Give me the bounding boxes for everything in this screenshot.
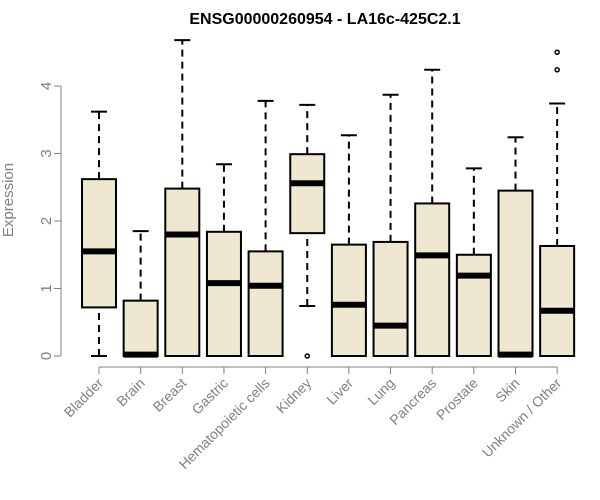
x-tick-label: Kidney [273,375,315,417]
box-body [372,240,409,357]
x-tick-label: Breast [149,375,189,415]
box-body [247,250,284,357]
x-tick-label: Brain [113,375,147,409]
y-tick-label: 2 [38,217,55,225]
box-body [205,230,242,357]
x-tick-label: Bladder [61,375,107,421]
y-axis-label: Expression [0,163,17,237]
box-group [497,136,534,358]
box-body [81,178,117,309]
y-axis: 0 1 2 3 4 [38,82,62,360]
y-tick-label: 4 [38,82,55,90]
outlier-point [554,67,560,73]
x-tick-label: Prostate [433,375,481,423]
box-body [289,153,326,235]
box-group [414,68,451,357]
y-tick-label: 1 [38,284,55,292]
box-body [330,243,367,357]
box-group [539,49,576,358]
chart-title: ENSG00000260954 - LA16c-425C2.1 [189,11,460,28]
box-group [122,230,159,358]
box-body [414,202,451,357]
x-tick-label: Liver [323,375,356,408]
outlier-point [304,353,310,359]
box-body [122,299,159,357]
y-tick-label: 0 [38,352,55,360]
box-group [247,99,284,357]
box-group [289,103,326,359]
plot-area [81,39,576,359]
box-body [539,244,576,358]
x-tick-label: Lung [364,375,397,408]
box-body [455,253,492,357]
outlier-point [554,49,560,55]
x-tick-label: Skin [492,375,523,406]
box-group [164,39,201,357]
box-group [330,134,367,357]
box-body [164,187,201,357]
box-group [372,93,409,357]
y-tick-label: 3 [38,149,55,157]
box-group [81,110,117,357]
x-tick-label: Unknown / Other [479,375,565,461]
box-body [497,189,534,357]
box-group [455,167,492,357]
box-group [205,163,242,357]
